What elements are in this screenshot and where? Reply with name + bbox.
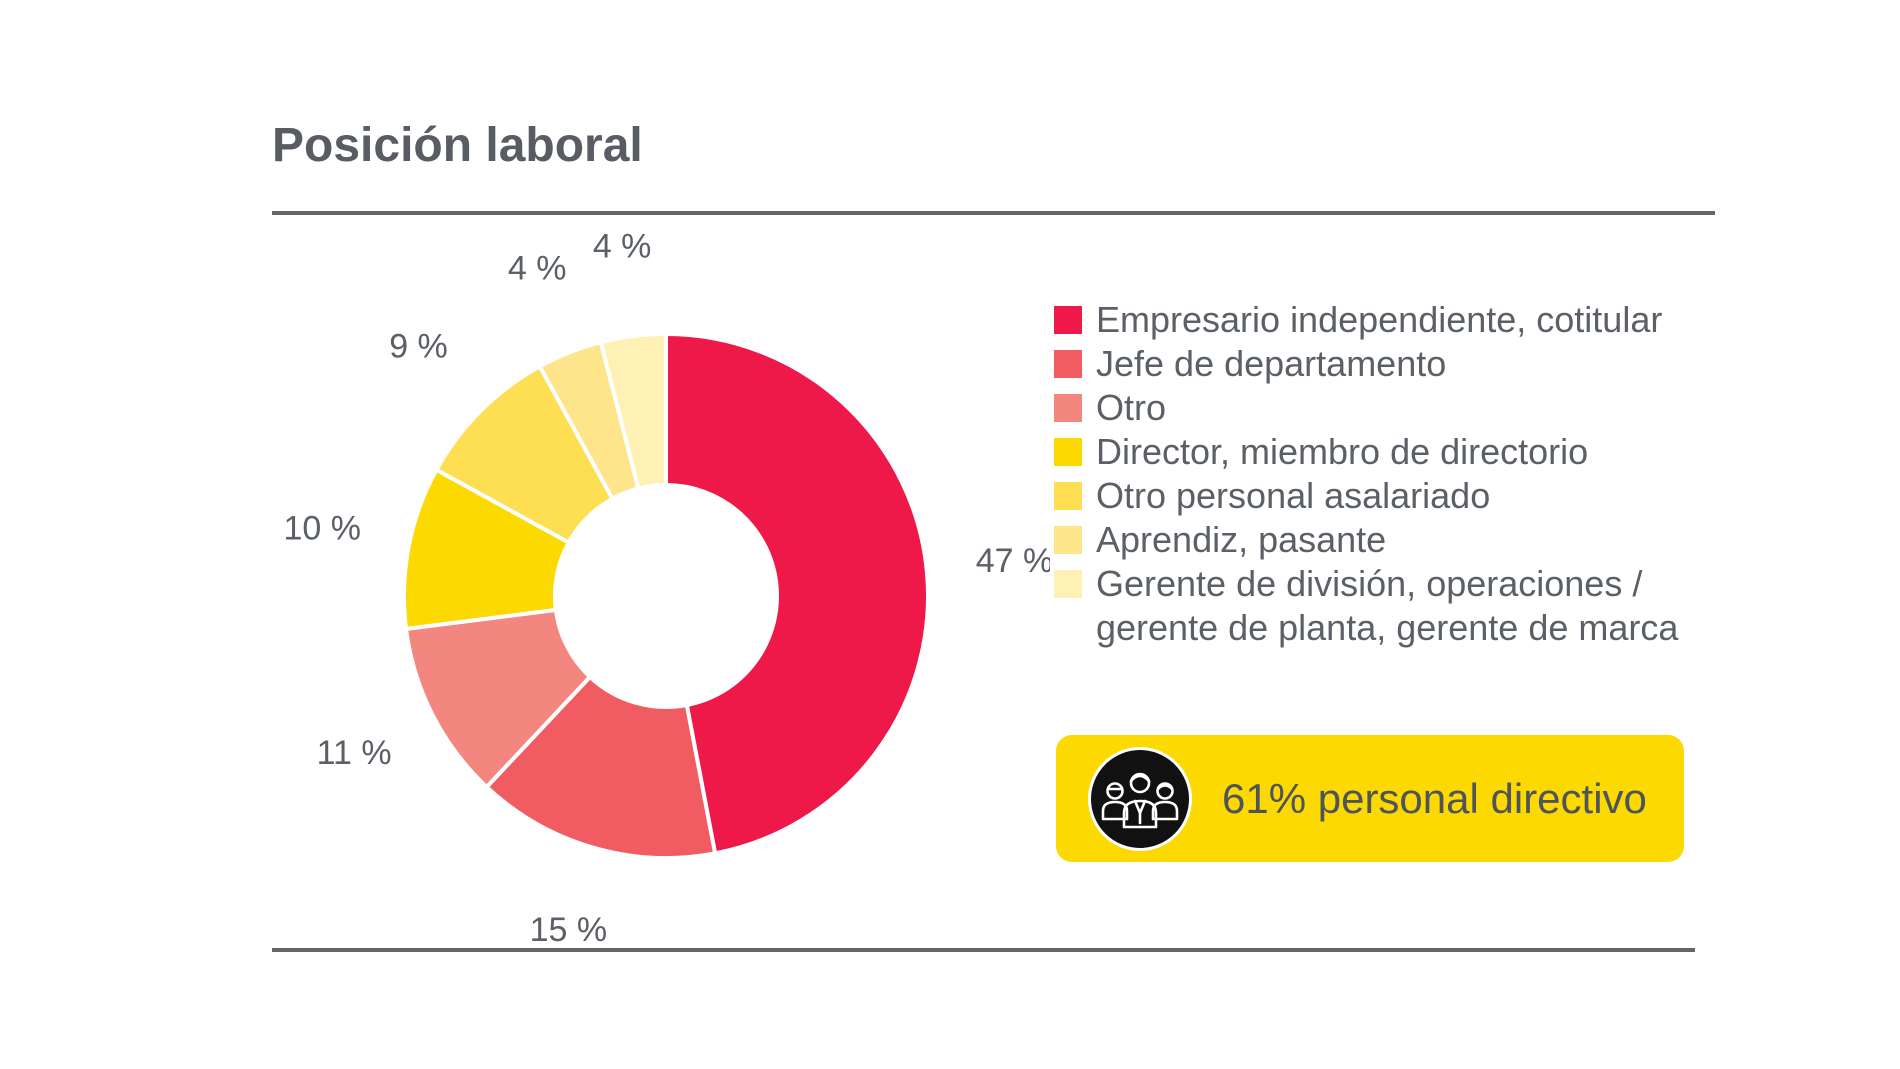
- slice-label: 47 %: [976, 542, 1050, 580]
- slice-label: 11 %: [317, 734, 392, 772]
- bottom-divider: [272, 948, 1695, 952]
- callout-text: 61% personal directivo: [1222, 774, 1647, 822]
- legend-item: Otro: [1054, 386, 1754, 430]
- legend-swatch: [1054, 394, 1082, 422]
- legend-item: Jefe de departamento: [1054, 342, 1754, 386]
- top-divider: [272, 211, 1715, 215]
- legend-label-line: gerente de planta, gerente de marca: [1096, 607, 1679, 648]
- legend-label-line: Jefe de departamento: [1096, 343, 1447, 384]
- legend-swatch: [1054, 570, 1082, 598]
- chart-legend: Empresario independiente, cotitular Jefe …: [1054, 298, 1754, 650]
- slice-label: 15 %: [530, 911, 608, 949]
- donut-slice: [483, 674, 718, 860]
- legend-label-line: Otro: [1096, 387, 1167, 428]
- slice-label: 4 %: [508, 250, 567, 288]
- legend-swatch: [1054, 482, 1082, 510]
- donut-slice: [402, 467, 572, 632]
- donut-slice: [403, 607, 593, 790]
- chart-title: Posición laboral: [272, 119, 643, 172]
- legend-item: Aprendiz, pasante: [1054, 518, 1754, 562]
- management-callout: 61% personal directivo: [1056, 735, 1684, 862]
- donut-slice: [598, 331, 668, 491]
- legend-label-line: Aprendiz, pasante: [1096, 519, 1387, 560]
- legend-label-line: Empresario independiente, cotitular: [1096, 299, 1663, 340]
- legend-item: Empresario independiente, cotitular: [1054, 298, 1754, 342]
- legend-label-line: Otro personal asalariado: [1096, 475, 1491, 516]
- legend-swatch: [1054, 306, 1082, 334]
- legend-label-line: Director, miembro de directorio: [1096, 431, 1589, 472]
- legend-label: Director, miembro de directorio: [1096, 430, 1588, 474]
- legend-label: Jefe de departamento: [1096, 342, 1446, 386]
- slice-label: 9 %: [389, 327, 448, 365]
- legend-label: Otro personal asalariado: [1096, 474, 1490, 518]
- legend-item: Otro personal asalariado: [1054, 474, 1754, 518]
- slice-label: 10 %: [283, 509, 361, 547]
- legend-item: Director, miembro de directorio: [1054, 430, 1754, 474]
- management-team-icon: [1088, 746, 1192, 851]
- legend-item: Gerente de división, operaciones / gerent…: [1054, 562, 1754, 650]
- legend-swatch: [1054, 350, 1082, 378]
- legend-label: Otro: [1096, 386, 1166, 430]
- slice-label: 4 %: [593, 228, 652, 266]
- legend-swatch: [1054, 438, 1082, 466]
- legend-label: Empresario independiente, cotitular: [1096, 298, 1662, 342]
- donut-chart: 47 % 15 % 11 % 10 % 9 % 4 % 4 %: [283, 228, 1050, 949]
- legend-label-line: Gerente de división, operaciones /: [1096, 563, 1643, 604]
- legend-label: Aprendiz, pasante: [1096, 518, 1386, 562]
- legend-label: Gerente de división, operaciones / gerent…: [1096, 562, 1678, 650]
- donut-slice: [664, 331, 930, 856]
- legend-swatch: [1054, 526, 1082, 554]
